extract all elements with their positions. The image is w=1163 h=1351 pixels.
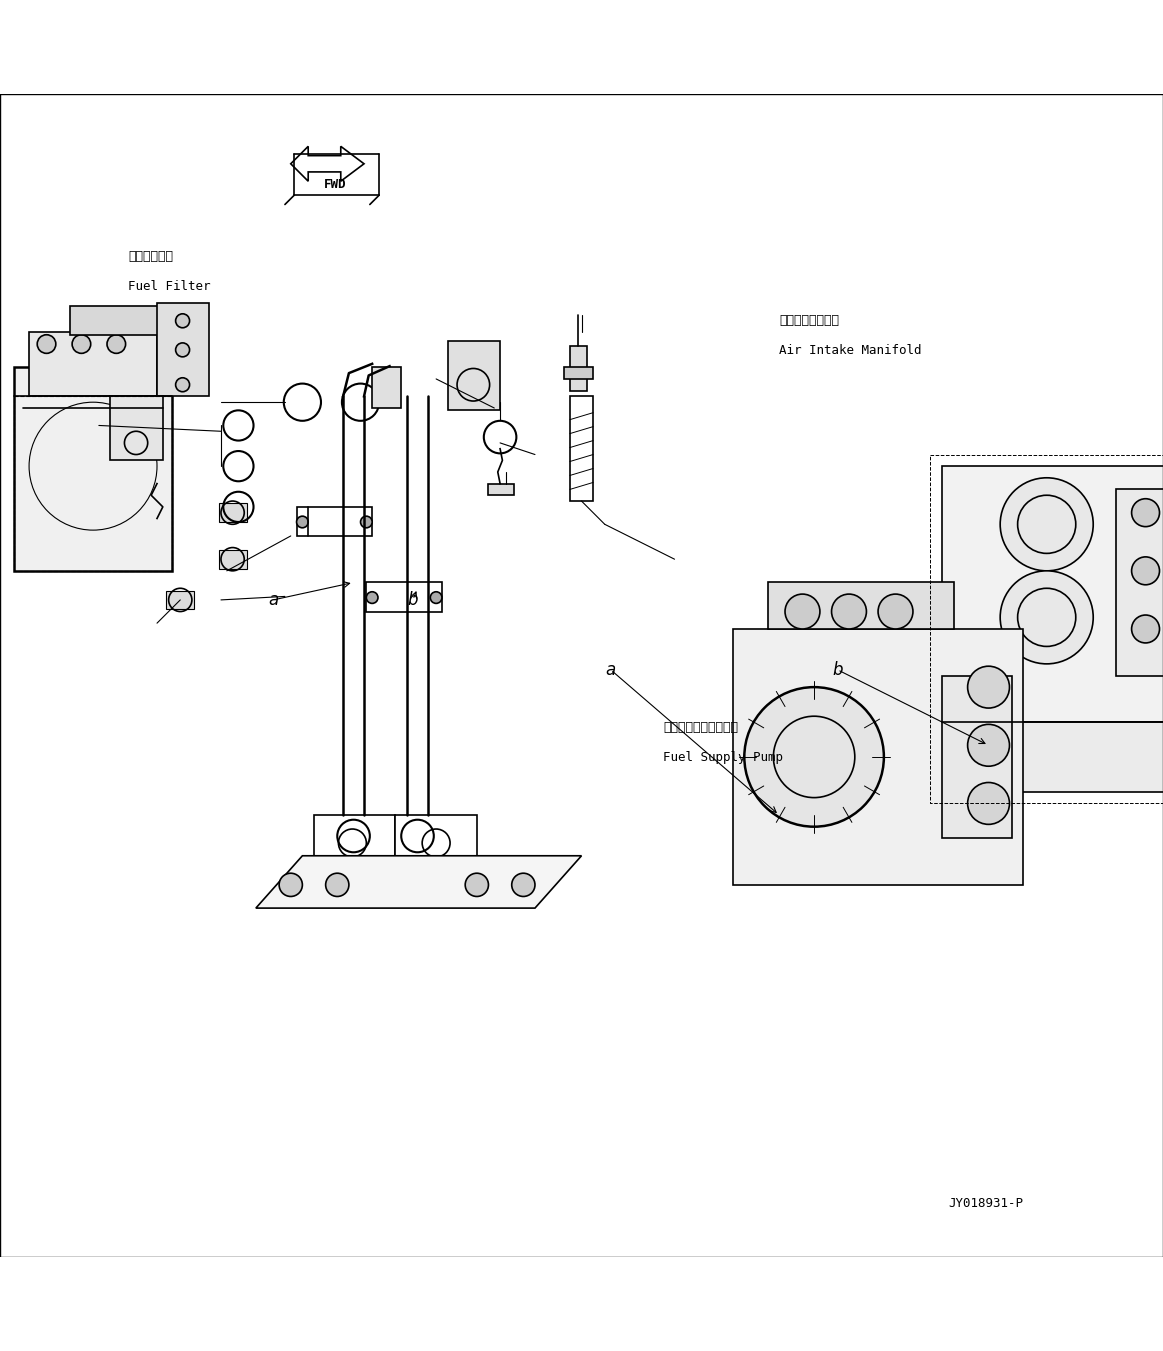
- Text: a: a: [269, 590, 278, 609]
- Circle shape: [744, 688, 884, 827]
- Circle shape: [176, 313, 190, 328]
- Text: a: a: [606, 661, 615, 678]
- Bar: [488, 484, 514, 496]
- Bar: [219, 504, 247, 521]
- Circle shape: [1000, 478, 1093, 571]
- Circle shape: [1132, 557, 1160, 585]
- Text: フェルサプライポンプ: フェルサプライポンプ: [663, 720, 737, 734]
- Bar: [768, 582, 954, 630]
- Circle shape: [832, 594, 866, 630]
- Text: b: b: [832, 661, 843, 678]
- Text: Fuel Supply Pump: Fuel Supply Pump: [663, 751, 783, 765]
- Text: FWD: FWD: [323, 178, 347, 192]
- Text: b: b: [407, 590, 419, 609]
- Bar: [29, 332, 157, 396]
- Bar: [942, 721, 1163, 792]
- Text: JY018931-P: JY018931-P: [949, 1197, 1023, 1210]
- Bar: [166, 590, 194, 609]
- Bar: [1116, 489, 1163, 676]
- Circle shape: [326, 873, 349, 897]
- Bar: [14, 367, 172, 571]
- Text: Fuel Filter: Fuel Filter: [128, 280, 211, 293]
- Circle shape: [1132, 615, 1160, 643]
- Text: 吸気マニホールド: 吸気マニホールド: [779, 313, 840, 327]
- Circle shape: [366, 592, 378, 604]
- Bar: [448, 340, 500, 411]
- Circle shape: [968, 666, 1009, 708]
- Bar: [570, 346, 587, 390]
- Circle shape: [176, 343, 190, 357]
- Circle shape: [968, 782, 1009, 824]
- Circle shape: [430, 592, 442, 604]
- Circle shape: [512, 873, 535, 897]
- Bar: [564, 367, 593, 378]
- Circle shape: [297, 516, 308, 528]
- Bar: [942, 466, 1163, 721]
- Bar: [395, 855, 477, 897]
- Circle shape: [785, 594, 820, 630]
- Circle shape: [1000, 571, 1093, 663]
- Circle shape: [279, 873, 302, 897]
- Text: 燃料フィルタ: 燃料フィルタ: [128, 250, 173, 262]
- Circle shape: [37, 335, 56, 354]
- Text: Air Intake Manifold: Air Intake Manifold: [779, 345, 922, 357]
- Bar: [314, 815, 395, 855]
- Circle shape: [361, 516, 372, 528]
- Bar: [70, 305, 174, 335]
- Circle shape: [107, 335, 126, 354]
- Polygon shape: [256, 855, 582, 908]
- Circle shape: [465, 873, 488, 897]
- Circle shape: [72, 335, 91, 354]
- Circle shape: [968, 724, 1009, 766]
- Bar: [297, 507, 372, 536]
- Bar: [110, 396, 163, 461]
- Polygon shape: [291, 146, 364, 181]
- Bar: [366, 582, 442, 612]
- Circle shape: [176, 378, 190, 392]
- Bar: [372, 367, 401, 408]
- Circle shape: [878, 594, 913, 630]
- Circle shape: [1132, 499, 1160, 527]
- Bar: [570, 396, 593, 501]
- Bar: [942, 676, 1012, 839]
- Bar: [157, 304, 209, 396]
- Bar: [219, 550, 247, 569]
- Bar: [314, 855, 395, 897]
- Bar: [733, 630, 1023, 885]
- Bar: [395, 815, 477, 855]
